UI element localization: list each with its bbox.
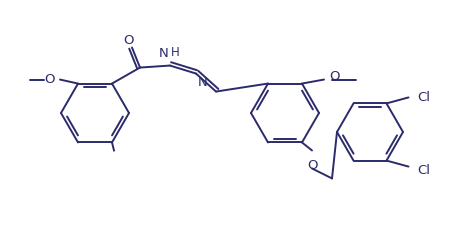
Text: O: O: [329, 70, 340, 83]
Text: O: O: [44, 73, 55, 86]
Text: O: O: [123, 33, 133, 46]
Text: N: N: [159, 46, 169, 59]
Text: Cl: Cl: [417, 163, 431, 176]
Text: N: N: [198, 75, 208, 88]
Text: Cl: Cl: [417, 90, 431, 104]
Text: H: H: [170, 45, 179, 58]
Text: O: O: [308, 159, 318, 172]
